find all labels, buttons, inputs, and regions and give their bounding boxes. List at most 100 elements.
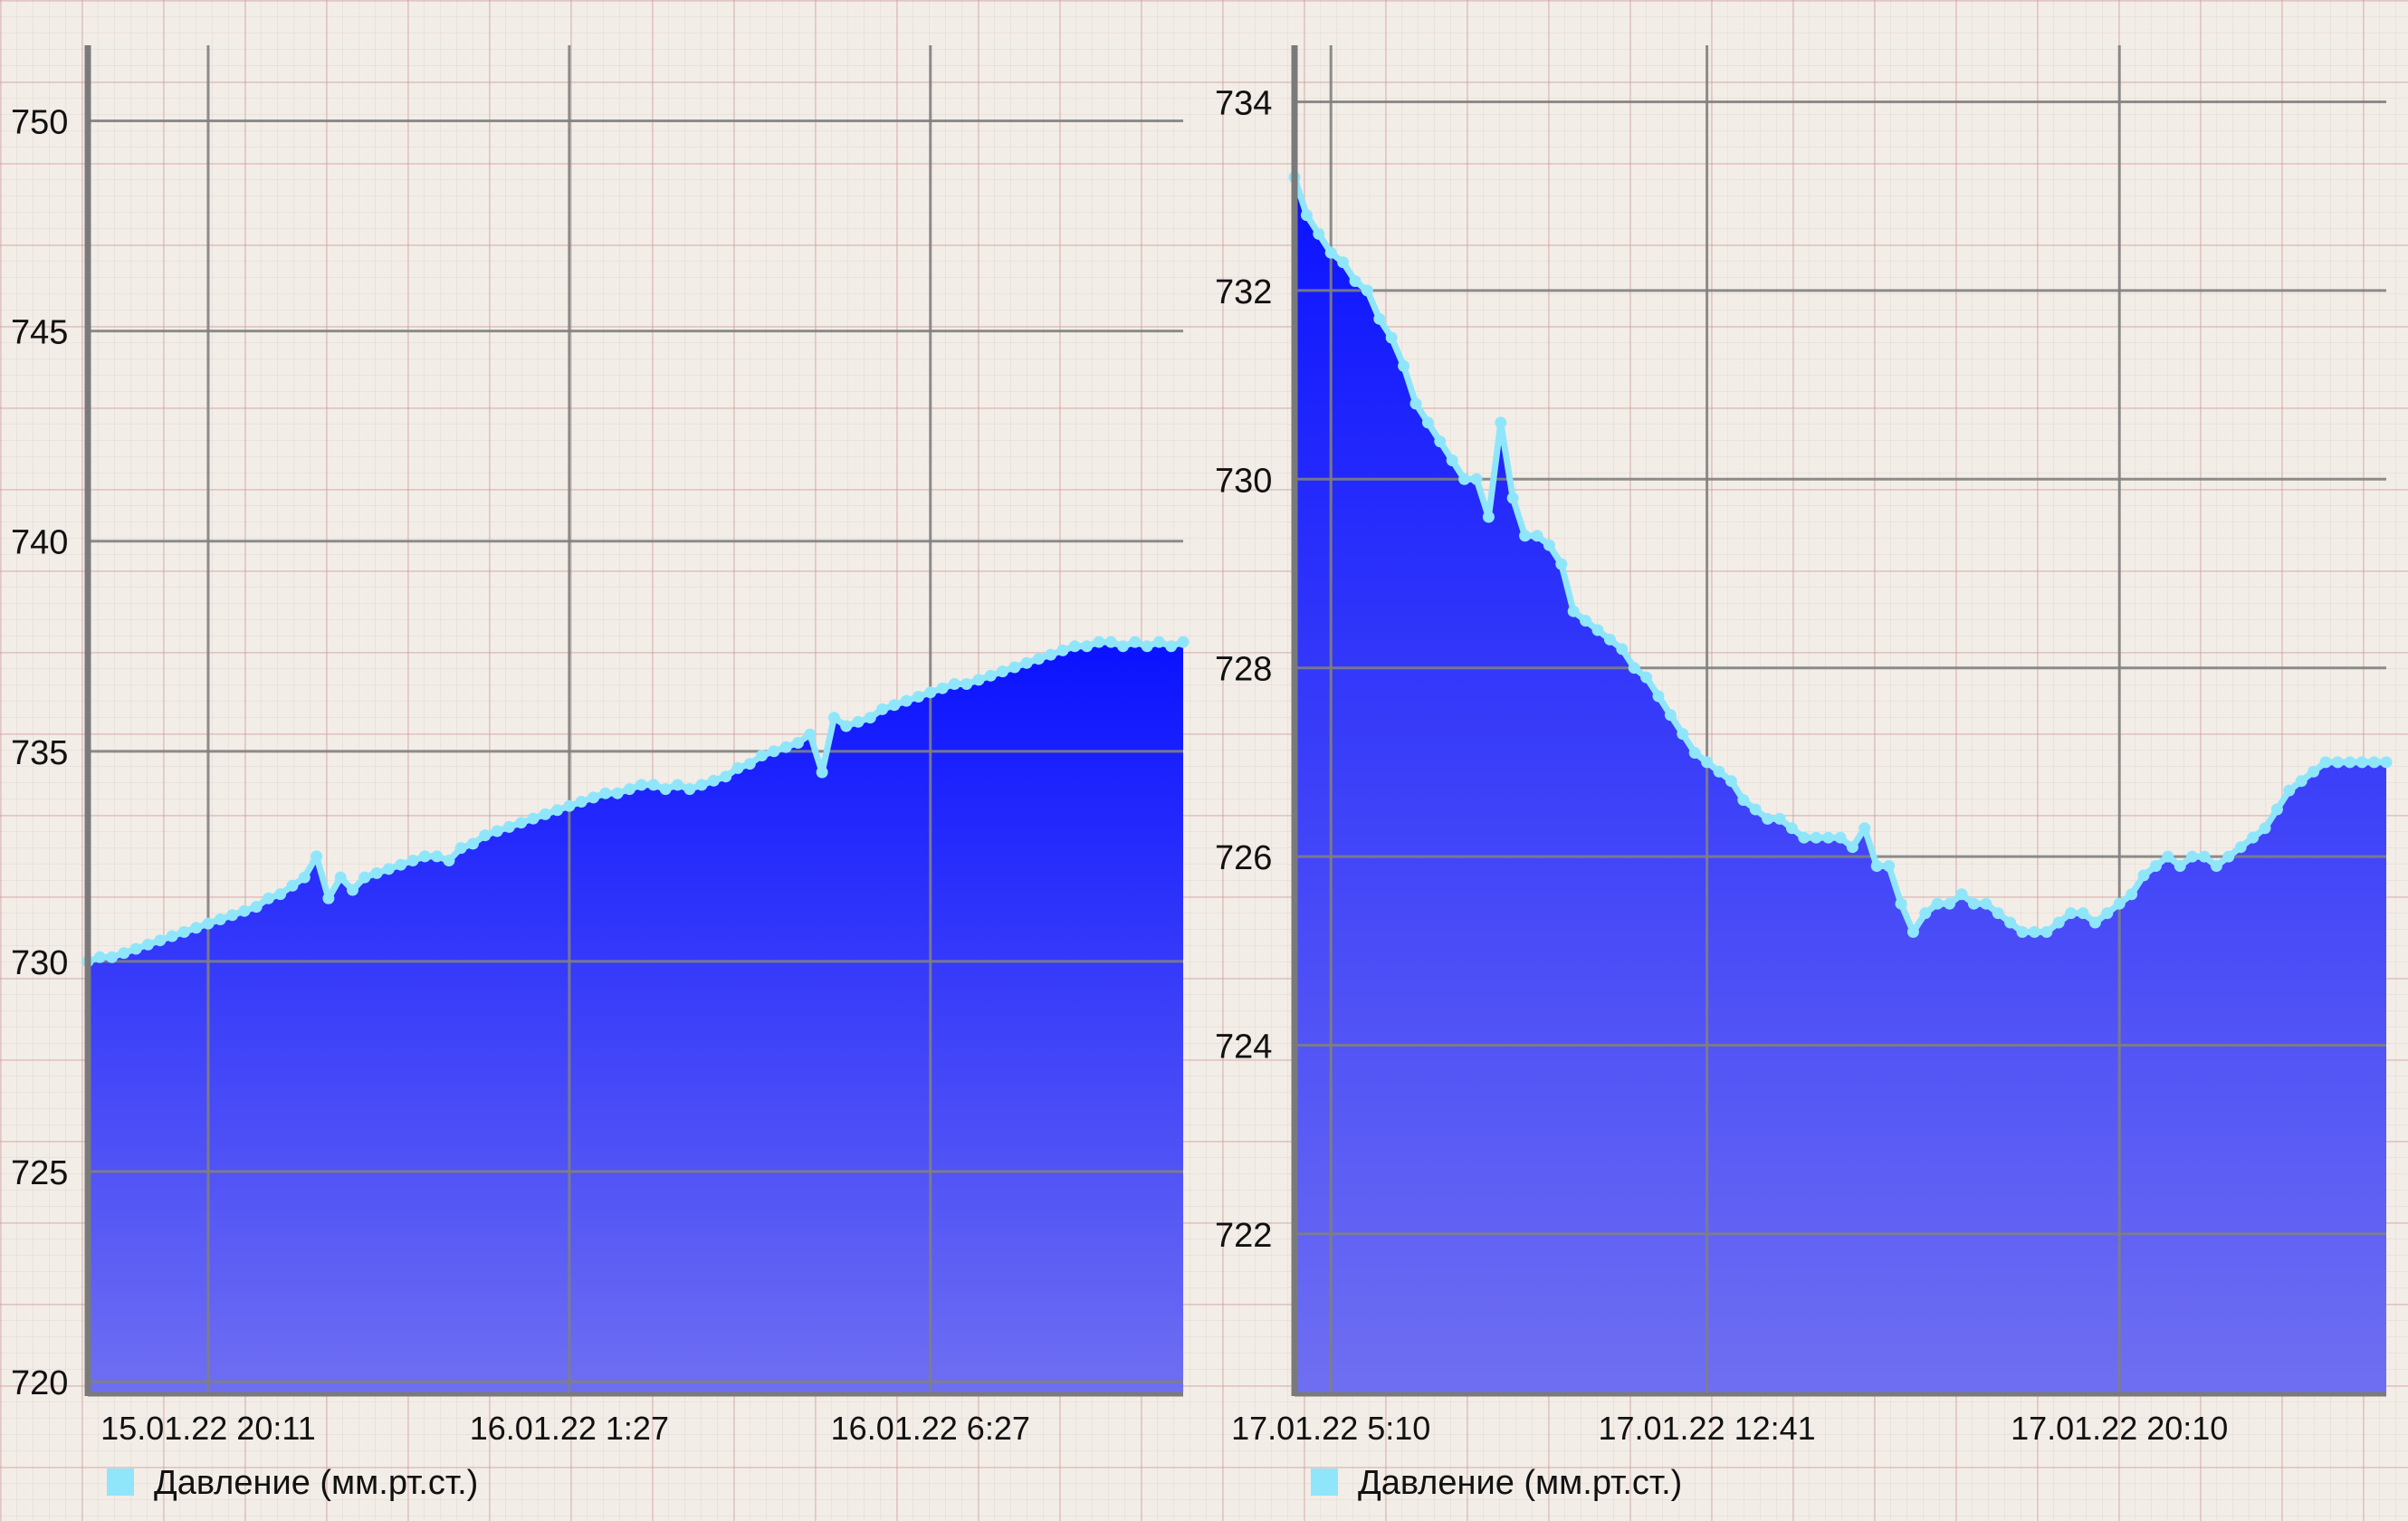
pressure-point (1870, 860, 1883, 872)
pressure-point (1506, 492, 1519, 504)
pressure-point (623, 783, 635, 796)
pressure-point (1616, 643, 1629, 655)
pressure-point (1664, 709, 1677, 722)
pressure-point (1421, 416, 1434, 429)
pressure-point (1640, 671, 1653, 684)
pressure-point (731, 761, 744, 774)
pressure-point (2247, 831, 2260, 844)
x-tick-label: 16.01.22 6:27 (831, 1410, 1030, 1447)
pressure-point (768, 745, 780, 758)
pressure-point (900, 694, 913, 707)
pressure-point (431, 850, 444, 863)
pressure-point (1177, 636, 1190, 648)
pressure-point (1458, 473, 1471, 485)
pressure-point (1068, 640, 1081, 653)
pressure-point (406, 855, 419, 866)
pressure-point (166, 930, 178, 942)
pressure-point (1470, 473, 1483, 485)
pressure-point (527, 812, 540, 825)
pressure-point (1688, 747, 1701, 759)
y-tick-label: 726 (1215, 839, 1272, 877)
pressure-point (1555, 558, 1568, 570)
pressure-point (1008, 661, 1021, 674)
pressure-point (1104, 636, 1117, 648)
pressure-point (443, 855, 455, 866)
pressure-point (599, 787, 612, 799)
pressure-chart-right: 722 724 726 728 730 732 734 17.01.22 5:10 17.01.… (1215, 45, 2393, 1502)
pressure-point (370, 866, 383, 879)
pressure-point (311, 850, 323, 863)
pressure-point (2052, 916, 2065, 929)
x-tick-label: 17.01.22 20:10 (2011, 1410, 2228, 1447)
pressure-point (551, 804, 564, 817)
pressure-point (118, 947, 130, 960)
pressure-point (1117, 640, 1129, 653)
legend-label: Давление (мм.рт.ст.) (154, 1464, 478, 1502)
pressure-point (1944, 897, 1956, 910)
pressure-point (1580, 615, 1592, 627)
y-tick-label: 740 (11, 524, 68, 562)
pressure-point (2355, 756, 2368, 769)
pressure-point (635, 779, 648, 791)
pressure-point (1859, 822, 1871, 835)
pressure-point (214, 914, 226, 925)
pressure-point (948, 678, 960, 690)
pressure-point (2186, 850, 2199, 863)
pressure-point (1141, 640, 1153, 653)
pressure-point (840, 720, 853, 732)
legend-swatch (1311, 1468, 1338, 1496)
pressure-point (1725, 775, 1737, 788)
pressure-point (2077, 907, 2089, 920)
y-tick-label: 728 (1215, 651, 1272, 689)
y-tick-label: 730 (11, 944, 68, 982)
pressure-point (129, 942, 142, 955)
pressure-point (1093, 636, 1105, 648)
pressure-point (984, 669, 997, 682)
y-tick-label: 722 (1215, 1217, 1272, 1255)
pressure-point (2331, 756, 2344, 769)
pressure-point (1152, 636, 1165, 648)
pressure-point (1361, 284, 1373, 297)
pressure-point (1822, 831, 1835, 844)
pressure-point (274, 888, 287, 901)
pressure-point (804, 728, 817, 741)
pressure-point (960, 678, 973, 690)
pressure-point (1482, 511, 1495, 523)
pressure-point (1567, 605, 1580, 617)
pressure-point (2308, 765, 2320, 778)
pressure-point (1895, 897, 1907, 910)
pressure-point (395, 858, 407, 871)
pressure-point (1906, 925, 1919, 938)
pressure-point (2344, 756, 2356, 769)
y-tick-label: 725 (11, 1154, 68, 1192)
pressure-point (93, 951, 106, 963)
pressure-point (2004, 916, 2017, 929)
pressure-point (2028, 925, 2040, 938)
pressure-point (1056, 644, 1069, 656)
pressure-point (1737, 794, 1750, 807)
pressure-point (2162, 850, 2174, 863)
pressure-point (1409, 397, 1422, 410)
pressure-point (2368, 756, 2381, 769)
pressure-point (1081, 640, 1094, 653)
pressure-point (1967, 897, 1980, 910)
pressure-point (1846, 841, 1859, 854)
pressure-point (1324, 246, 1337, 259)
pressure-point (2174, 860, 2186, 872)
pressure-point (1955, 888, 1968, 901)
pressure-point (1749, 803, 1762, 816)
pressure-point (1834, 831, 1847, 844)
pressure-point (2101, 907, 2114, 920)
pressure-point (1919, 907, 1932, 920)
pressure-point (358, 871, 371, 884)
pressure-point (1785, 822, 1798, 835)
pressure-point (1165, 640, 1178, 653)
pressure-point (1020, 656, 1033, 669)
pressure-point (539, 808, 551, 820)
pressure-point (611, 787, 624, 799)
pressure-point (2065, 907, 2078, 920)
pressure-point (250, 901, 263, 914)
pressure-point (2380, 756, 2393, 769)
pressure-point (972, 674, 985, 686)
